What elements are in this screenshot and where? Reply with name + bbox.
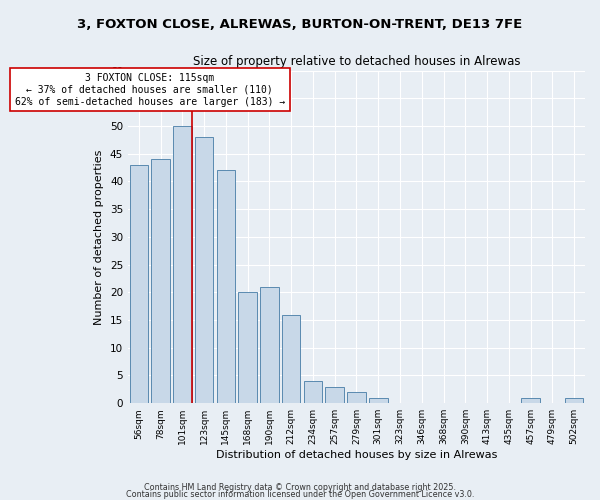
- Bar: [151, 160, 170, 403]
- X-axis label: Distribution of detached houses by size in Alrewas: Distribution of detached houses by size …: [216, 450, 497, 460]
- Text: Contains HM Land Registry data © Crown copyright and database right 2025.: Contains HM Land Registry data © Crown c…: [144, 484, 456, 492]
- Bar: [369, 398, 388, 403]
- Bar: [304, 381, 322, 403]
- Bar: [521, 398, 540, 403]
- Bar: [260, 287, 278, 403]
- Text: Contains public sector information licensed under the Open Government Licence v3: Contains public sector information licen…: [126, 490, 474, 499]
- Bar: [282, 314, 301, 403]
- Bar: [130, 165, 148, 403]
- Text: 3 FOXTON CLOSE: 115sqm
← 37% of detached houses are smaller (110)
62% of semi-de: 3 FOXTON CLOSE: 115sqm ← 37% of detached…: [14, 74, 285, 106]
- Bar: [217, 170, 235, 403]
- Bar: [173, 126, 191, 403]
- Bar: [565, 398, 583, 403]
- Bar: [325, 386, 344, 403]
- Y-axis label: Number of detached properties: Number of detached properties: [94, 149, 104, 324]
- Bar: [238, 292, 257, 403]
- Text: 3, FOXTON CLOSE, ALREWAS, BURTON-ON-TRENT, DE13 7FE: 3, FOXTON CLOSE, ALREWAS, BURTON-ON-TREN…: [77, 18, 523, 30]
- Bar: [347, 392, 366, 403]
- Title: Size of property relative to detached houses in Alrewas: Size of property relative to detached ho…: [193, 55, 520, 68]
- Bar: [195, 137, 214, 403]
